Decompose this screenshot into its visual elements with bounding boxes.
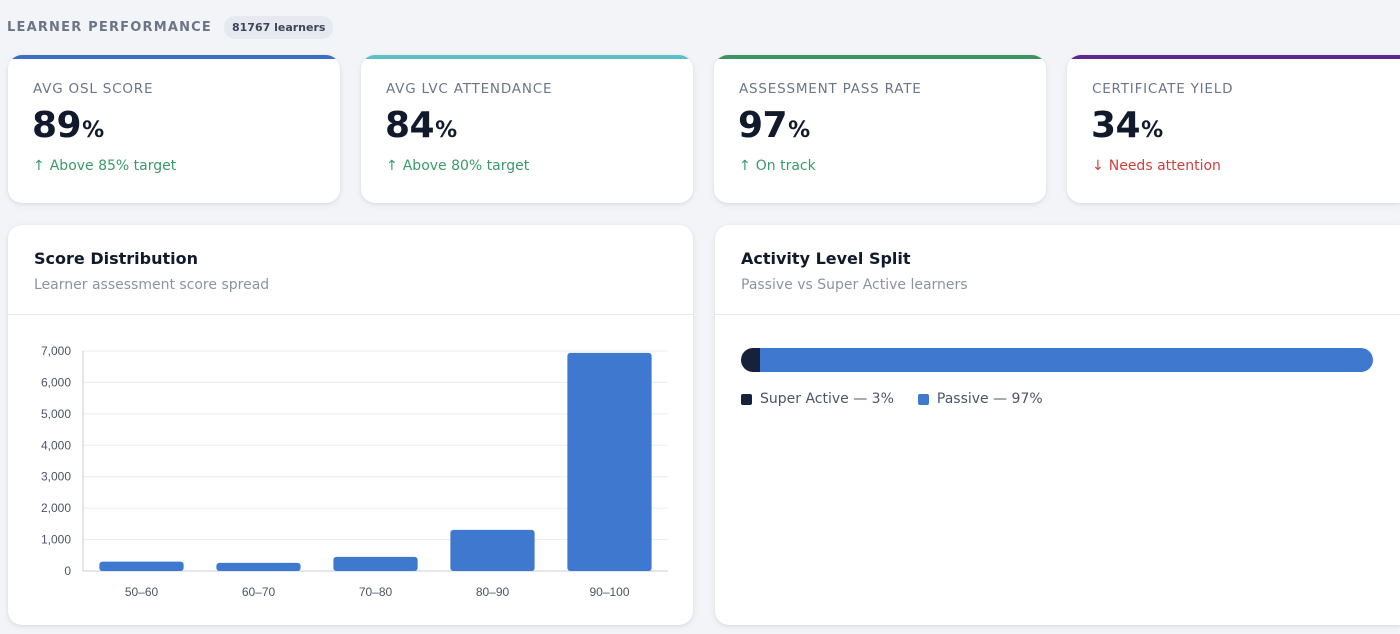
kpi-card-lvc-attendance: AVG LVC ATTENDANCE 84% ↑ Above 80% target bbox=[361, 55, 693, 203]
kpi-trend: ↓ Needs attention bbox=[1092, 158, 1221, 174]
arrow-up-icon: ↑ bbox=[386, 158, 398, 174]
score-distribution-panel: Score Distribution Learner assessment sc… bbox=[8, 225, 693, 625]
activity-split-bar bbox=[741, 348, 1373, 372]
kpi-trend: ↑ Above 80% target bbox=[386, 158, 530, 174]
y-tick-label: 5,000 bbox=[41, 407, 71, 421]
divider bbox=[715, 314, 1400, 315]
legend-item-passive: Passive — 97% bbox=[917, 391, 1043, 407]
x-tick-label: 80–90 bbox=[476, 585, 510, 599]
legend-item-super-active: Super Active — 3% bbox=[741, 391, 894, 407]
activity-split-panel: Activity Level Split Passive vs Super Ac… bbox=[715, 225, 1400, 625]
bar-90–100 bbox=[567, 352, 652, 571]
page-header: LEARNER PERFORMANCE 81767 learners bbox=[7, 14, 334, 40]
legend-label: Super Active — 3% bbox=[760, 391, 894, 407]
legend-swatch bbox=[917, 393, 929, 405]
y-tick-label: 7,000 bbox=[41, 344, 71, 358]
panel-header: Score Distribution Learner assessment sc… bbox=[34, 249, 269, 293]
panel-title: Activity Level Split bbox=[741, 249, 911, 268]
kpi-trend: ↑ On track bbox=[739, 158, 816, 174]
kpi-card-certificate-yield: CERTIFICATE YIELD 34% ↓ Needs attention bbox=[1067, 55, 1400, 203]
kpi-label: AVG OSL SCORE bbox=[33, 81, 154, 97]
bar-70–80 bbox=[333, 556, 418, 571]
kpi-value: 84% bbox=[385, 105, 457, 146]
x-tick-label: 70–80 bbox=[359, 585, 393, 599]
divider bbox=[8, 314, 693, 315]
kpi-value: 97% bbox=[738, 105, 810, 146]
panel-subtitle: Learner assessment score spread bbox=[34, 277, 270, 293]
panel-subtitle: Passive vs Super Active learners bbox=[741, 277, 968, 293]
kpi-value: 34% bbox=[1091, 105, 1163, 146]
score-distribution-chart: 0 1,000 2,000 3,000 4,000 5,000 6,000 7,000 50–6… bbox=[41, 344, 668, 599]
arrow-up-icon: ↑ bbox=[33, 158, 45, 174]
x-tick-label: 60–70 bbox=[242, 585, 276, 599]
kpi-label: CERTIFICATE YIELD bbox=[1092, 81, 1234, 97]
arrow-down-icon: ↓ bbox=[1092, 158, 1104, 174]
panel-title: Score Distribution bbox=[34, 249, 198, 268]
x-tick-label: 50–60 bbox=[125, 585, 159, 599]
y-tick-label: 2,000 bbox=[41, 501, 71, 515]
kpi-accent-bar bbox=[8, 55, 340, 59]
y-tick-label: 4,000 bbox=[41, 438, 71, 452]
legend-swatch bbox=[741, 393, 752, 405]
section-title: LEARNER PERFORMANCE bbox=[7, 19, 212, 35]
y-tick-label: 6,000 bbox=[41, 375, 71, 389]
kpi-value: 89% bbox=[32, 105, 104, 146]
kpi-card-osl-score: AVG OSL SCORE 89% ↑ Above 85% target bbox=[8, 55, 340, 203]
split-segment-passive bbox=[759, 348, 1373, 372]
legend-label: Passive — 97% bbox=[936, 391, 1043, 407]
bar-60–70 bbox=[216, 562, 301, 571]
bar-80–90 bbox=[450, 529, 535, 571]
kpi-accent-bar bbox=[1067, 55, 1400, 59]
bar-50–60 bbox=[99, 561, 184, 571]
activity-legend: Super Active — 3% Passive — 97% bbox=[741, 391, 1043, 407]
kpi-label: ASSESSMENT PASS RATE bbox=[739, 81, 922, 97]
y-tick-label: 1,000 bbox=[41, 533, 71, 547]
arrow-up-icon: ↑ bbox=[739, 158, 751, 174]
x-tick-label: 90–100 bbox=[589, 585, 629, 599]
y-tick-label: 3,000 bbox=[41, 470, 71, 484]
kpi-accent-bar bbox=[714, 55, 1046, 59]
kpi-card-pass-rate: ASSESSMENT PASS RATE 97% ↑ On track bbox=[714, 55, 1046, 203]
kpi-label: AVG LVC ATTENDANCE bbox=[386, 81, 553, 97]
kpi-trend: ↑ Above 85% target bbox=[33, 158, 177, 174]
split-segment-super-active bbox=[741, 348, 760, 372]
kpi-accent-bar bbox=[361, 55, 693, 59]
y-tick-label: 0 bbox=[64, 564, 71, 578]
panel-header: Activity Level Split Passive vs Super Ac… bbox=[741, 249, 968, 293]
learner-count-badge: 81767 learners bbox=[224, 15, 334, 39]
